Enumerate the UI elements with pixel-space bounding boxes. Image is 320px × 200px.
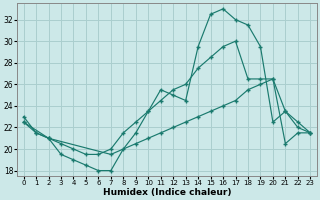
X-axis label: Humidex (Indice chaleur): Humidex (Indice chaleur) [103,188,231,197]
